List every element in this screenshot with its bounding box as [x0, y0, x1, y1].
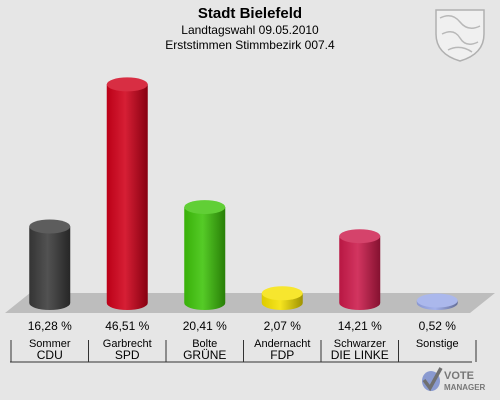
bar-body	[339, 236, 381, 311]
value-label: 2,07 %	[264, 319, 302, 333]
logo-text-manager: MANAGER	[444, 383, 486, 392]
value-label: 46,51 %	[105, 319, 149, 333]
bar-top	[184, 200, 226, 215]
party-label: DIE LINKE	[331, 348, 389, 362]
candidate-label: Schwarzer	[334, 338, 386, 350]
bar-top	[106, 77, 148, 92]
bar-1	[29, 219, 71, 310]
bar-body	[29, 226, 71, 310]
label-separators	[10, 340, 477, 363]
value-label: 0,52 %	[419, 319, 457, 333]
chart-subtitle-election: Landtagswahl 09.05.2010	[181, 23, 319, 37]
bar-5	[339, 229, 381, 311]
candidate-label: Bolte	[192, 338, 217, 350]
candidate-label: Sonstige	[416, 338, 459, 350]
check-mark-icon	[422, 367, 443, 392]
chart-header: Stadt Bielefeld Landtagswahl 09.05.2010 …	[0, 4, 500, 53]
vote-manager-logo: VOTE MANAGER	[422, 367, 486, 392]
value-label: 20,41 %	[183, 319, 227, 333]
candidate-label: Sommer	[29, 338, 71, 350]
bar-top	[261, 286, 303, 301]
party-label: SPD	[115, 348, 140, 362]
chart-subtitle-district: Erststimmen Stimmbezirk 007.4	[165, 38, 335, 52]
bar-3	[184, 200, 226, 311]
chart-title: Stadt Bielefeld	[197, 5, 303, 22]
value-label: 14,21 %	[338, 319, 382, 333]
bar-top	[416, 293, 458, 308]
bar-top	[29, 219, 71, 234]
coat-of-arms-icon	[435, 9, 485, 62]
bar-2	[106, 77, 148, 311]
bar-body	[106, 84, 148, 311]
bar-body	[184, 207, 226, 311]
candidate-label: Garbrecht	[103, 338, 152, 350]
bar-top	[339, 229, 381, 244]
bar-4	[261, 286, 303, 311]
party-label: FDP	[270, 348, 294, 362]
value-label: 16,28 %	[28, 319, 72, 333]
candidate-label: Andernacht	[254, 338, 310, 350]
party-label: CDU	[37, 348, 63, 362]
bar-6	[416, 293, 458, 311]
logo-text-vote: VOTE	[444, 370, 474, 382]
party-label: GRÜNE	[183, 348, 226, 362]
